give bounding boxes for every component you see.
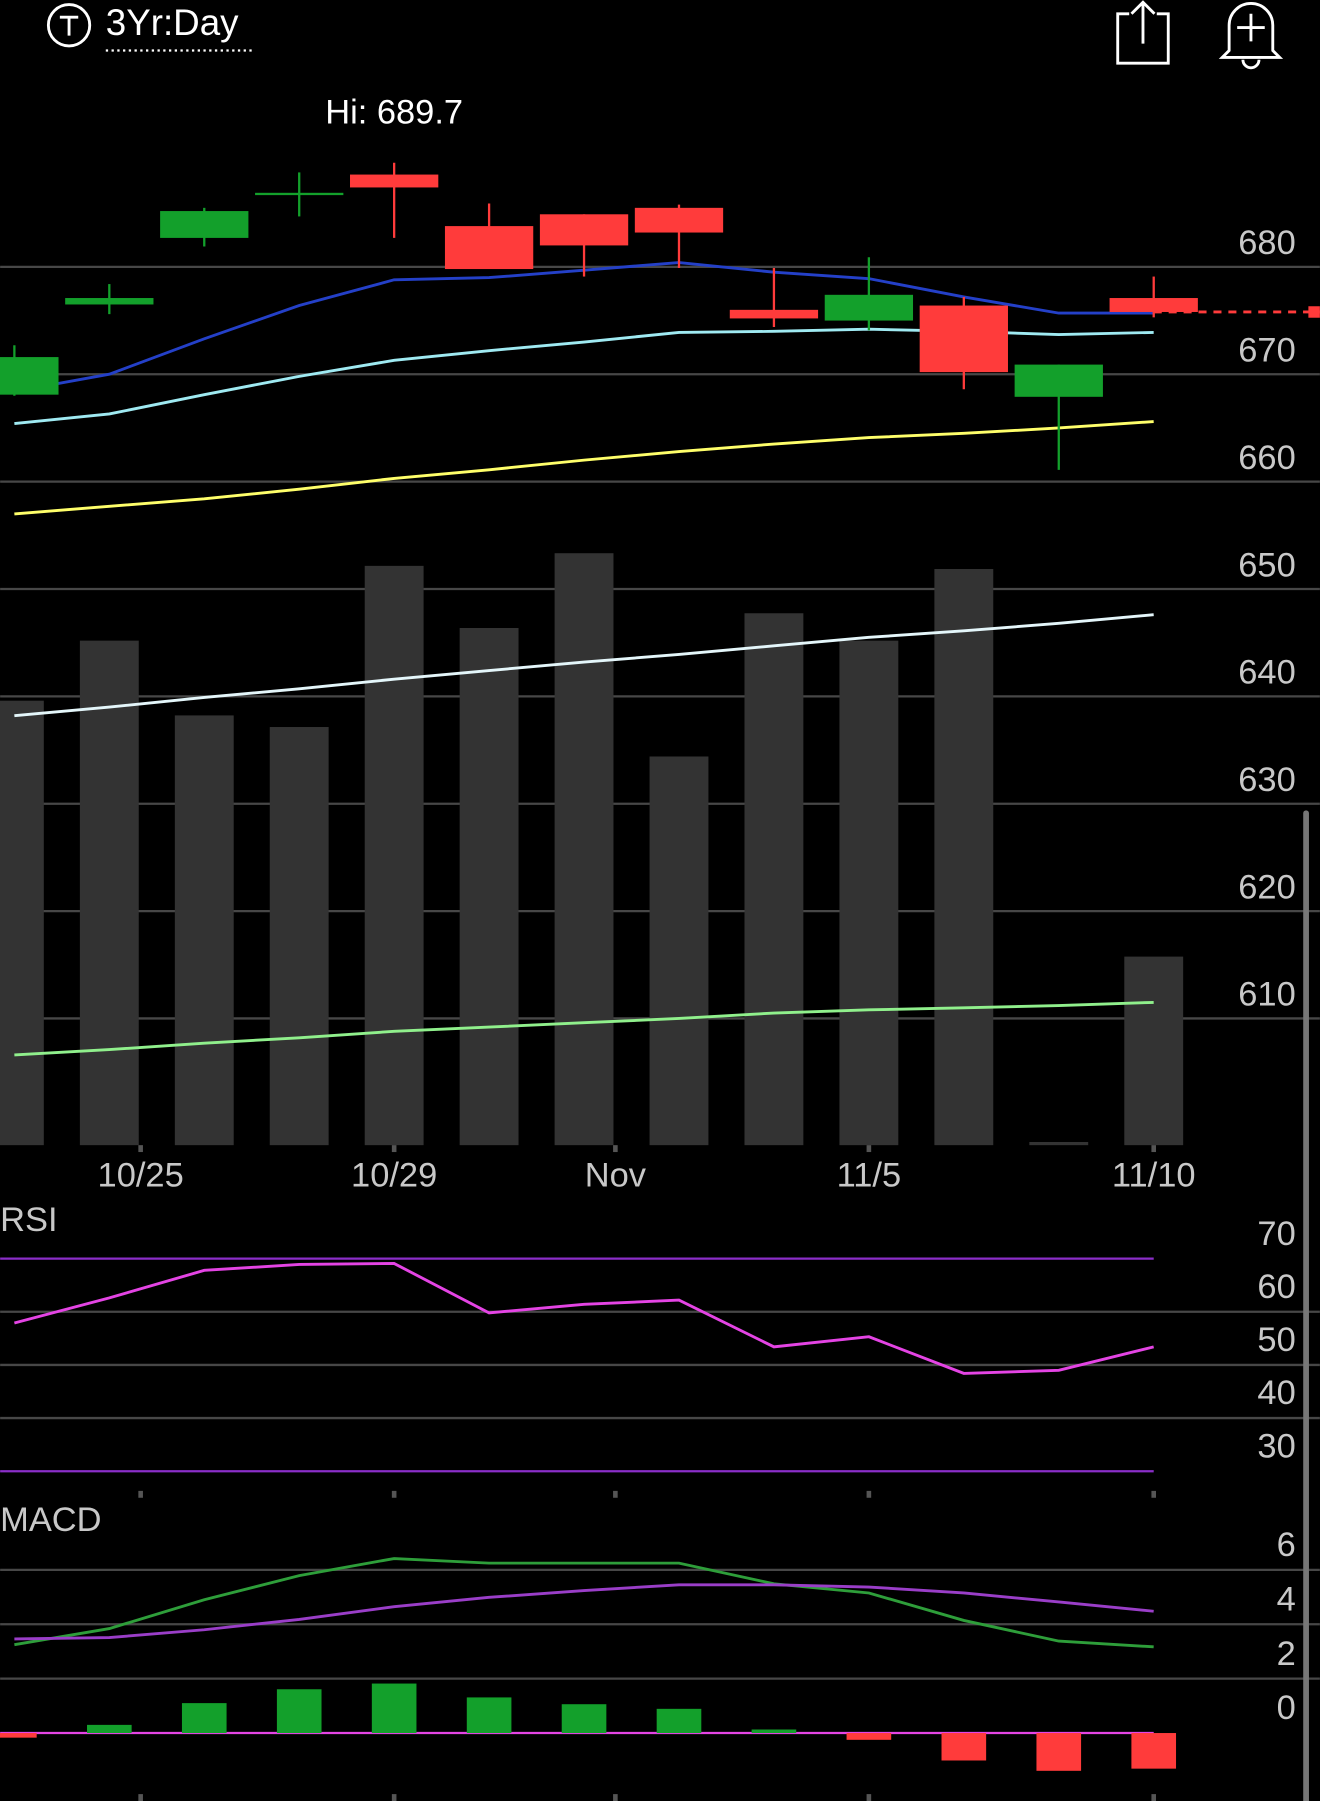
candle-body — [729, 309, 819, 319]
volume-bar — [174, 715, 234, 1146]
volume-bar — [269, 727, 329, 1146]
y-tick-label: 0 — [1277, 1689, 1296, 1727]
histogram-bar — [0, 1733, 37, 1738]
y-tick-label: 30 — [1257, 1427, 1295, 1465]
y-tick-label: 6 — [1277, 1526, 1296, 1564]
panel-title: RSI — [0, 1201, 57, 1239]
y-tick-label: 680 — [1238, 224, 1295, 262]
volume-bar — [364, 565, 424, 1146]
indicator-line — [14, 1000, 1154, 1057]
y-tick-label: 610 — [1238, 976, 1295, 1014]
indicator-line — [14, 1557, 1154, 1649]
histogram-bar — [846, 1733, 892, 1740]
x-tick-label: 11/10 — [1112, 1156, 1196, 1194]
histogram-bar — [181, 1703, 227, 1734]
volume-bar — [554, 553, 614, 1146]
y-tick-label: 660 — [1238, 439, 1295, 477]
indicator-line — [14, 613, 1154, 718]
y-tick-label: 630 — [1238, 761, 1295, 799]
volume-bar — [1124, 956, 1184, 1146]
volume-bar — [1029, 1141, 1089, 1146]
candle-body — [919, 305, 1008, 373]
range-selector[interactable]: 3Yr:Day — [106, 2, 239, 43]
histogram-bar — [656, 1708, 702, 1734]
histogram-bar — [1131, 1733, 1177, 1769]
x-tick-label: 11/5 — [837, 1156, 901, 1194]
volume-bar — [79, 640, 139, 1146]
last-price-marker — [1308, 306, 1320, 318]
x-tick-label: 10/29 — [351, 1156, 437, 1194]
volume-bar — [649, 756, 709, 1146]
indicator-line — [14, 1262, 1155, 1375]
x-tick-label: 10/25 — [98, 1156, 184, 1194]
y-tick-label: 640 — [1238, 654, 1295, 692]
histogram-bar — [941, 1733, 987, 1761]
y-tick-label: 4 — [1277, 1580, 1296, 1618]
candle-body — [350, 174, 439, 188]
y-tick-label: 70 — [1257, 1215, 1295, 1253]
histogram-bar — [466, 1697, 512, 1734]
panel-title: MACD — [0, 1501, 101, 1539]
y-tick-label: 620 — [1238, 868, 1295, 906]
volume-bar — [744, 613, 804, 1146]
volume-bar — [459, 627, 519, 1146]
candle-body — [539, 214, 629, 246]
histogram-bar — [87, 1724, 132, 1734]
volume-bar — [934, 569, 994, 1146]
candle-body — [255, 192, 344, 196]
histogram-bar — [371, 1683, 417, 1734]
histogram-bar — [1036, 1733, 1082, 1771]
candle-body — [634, 207, 724, 233]
y-tick-label: 50 — [1257, 1321, 1295, 1359]
ticker-icon[interactable] — [46, 3, 92, 48]
volume-bar — [0, 700, 44, 1146]
histogram-bar — [561, 1704, 607, 1734]
y-tick-label: 60 — [1257, 1268, 1295, 1306]
histogram-bar — [751, 1729, 797, 1734]
candle-body — [824, 294, 914, 321]
icon-glyph — [59, 15, 79, 36]
y-tick-label: 2 — [1277, 1635, 1296, 1673]
candle-body — [0, 357, 59, 395]
candle-body — [1014, 364, 1103, 397]
volume-bar — [839, 640, 899, 1146]
candle-body — [444, 226, 534, 270]
annotation: Hi: 689.7 — [325, 94, 463, 132]
y-tick-label: 650 — [1238, 546, 1295, 584]
candle-body — [65, 298, 154, 305]
alert-button[interactable] — [1218, 2, 1284, 70]
indicator-line — [14, 420, 1154, 516]
histogram-bar — [276, 1689, 322, 1734]
bell-icon — [1218, 2, 1284, 70]
icon-circle — [46, 3, 92, 48]
y-tick-label: 40 — [1257, 1374, 1295, 1412]
x-tick-label: Nov — [585, 1156, 647, 1194]
candle-body — [160, 211, 249, 238]
indicator-line — [14, 1583, 1154, 1641]
share-icon — [1116, 0, 1170, 65]
candle-body — [1109, 298, 1198, 312]
share-button[interactable] — [1116, 0, 1170, 65]
y-tick-label: 670 — [1238, 332, 1295, 370]
